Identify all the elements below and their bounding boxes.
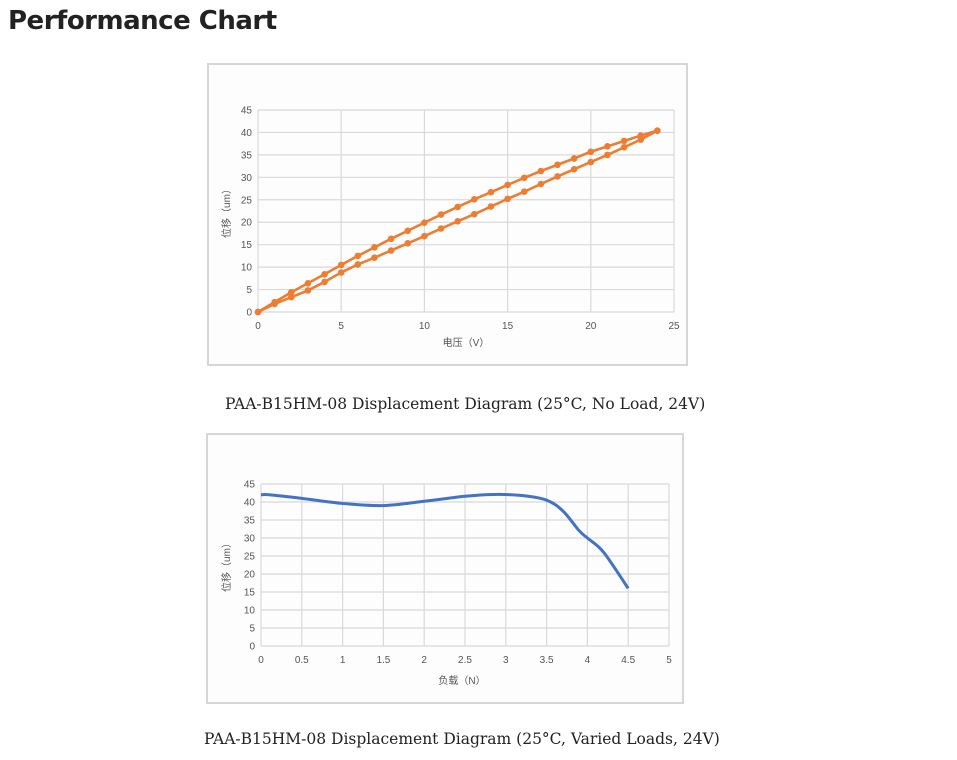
page-title: Performance Chart [8, 6, 277, 36]
data-point [354, 252, 362, 260]
y-tick-label: 25 [244, 552, 256, 563]
x-tick-label: 5 [666, 655, 672, 666]
x-tick-label: 1.5 [376, 655, 390, 666]
x-tick-label: 2.5 [458, 655, 472, 666]
data-point [504, 181, 511, 189]
x-tick-label: 10 [419, 321, 431, 332]
x-tick-label: 15 [502, 321, 514, 332]
y-tick-label: 35 [244, 516, 256, 527]
data-point [620, 143, 628, 151]
data-point [471, 196, 478, 203]
data-point [254, 308, 262, 316]
data-point [471, 210, 478, 218]
y-tick-label: 30 [241, 173, 253, 184]
data-point [570, 165, 578, 173]
data-point [271, 300, 278, 308]
series-line-1 [260, 492, 630, 590]
y-tick-label: 5 [246, 285, 252, 296]
data-point [537, 167, 545, 175]
y-axis-label: 位移（um） [220, 538, 233, 592]
data-point [404, 240, 412, 247]
y-tick-label: 15 [244, 588, 256, 599]
data-point [637, 136, 645, 143]
y-tick-label: 35 [241, 150, 253, 161]
data-point [504, 195, 511, 203]
data-point [321, 270, 328, 278]
data-point [371, 254, 378, 261]
y-tick-label: 30 [244, 534, 256, 545]
x-tick-label: 3 [503, 655, 509, 666]
data-point [520, 188, 528, 195]
data-point [520, 174, 528, 182]
data-point [337, 261, 345, 269]
y-tick-label: 40 [241, 128, 253, 139]
data-point [487, 203, 495, 210]
x-tick-label: 3.5 [540, 655, 554, 666]
chart-1-frame [207, 63, 688, 366]
y-tick-label: 40 [244, 498, 256, 509]
data-point [554, 173, 561, 180]
x-tick-label: 20 [585, 321, 597, 332]
data-point [604, 143, 611, 150]
y-tick-label: 20 [244, 570, 256, 581]
x-tick-label: 4 [585, 655, 591, 666]
y-tick-label: 0 [246, 308, 252, 319]
data-point [304, 279, 312, 287]
x-tick-label: 2 [421, 655, 427, 666]
data-point [587, 158, 595, 166]
x-tick-label: 4.5 [621, 655, 635, 666]
data-point [437, 225, 445, 232]
y-tick-label: 45 [244, 480, 256, 491]
data-point [421, 219, 428, 226]
x-tick-label: 0 [255, 321, 261, 332]
data-point [404, 227, 412, 235]
data-point [387, 235, 395, 243]
x-tick-label: 0 [258, 655, 264, 666]
data-point [620, 137, 628, 145]
data-point [337, 269, 345, 276]
data-point [321, 278, 328, 286]
y-tick-label: 10 [244, 606, 256, 617]
y-tick-label: 10 [241, 263, 253, 274]
y-tick-label: 0 [249, 642, 255, 653]
data-point [287, 293, 295, 301]
y-tick-label: 20 [241, 218, 253, 229]
data-point [554, 161, 561, 169]
y-axis-label: 位移（um） [220, 184, 233, 238]
data-point [287, 288, 295, 296]
data-point [387, 247, 395, 254]
y-tick-label: 15 [241, 240, 253, 251]
y-tick-label: 45 [241, 106, 253, 117]
data-point [587, 148, 595, 156]
data-point [454, 218, 461, 225]
data-point [421, 232, 428, 240]
data-point [487, 188, 495, 196]
chart-2-caption: PAA-B15HM-08 Displacement Diagram (25°C,… [204, 730, 720, 748]
data-point [354, 261, 362, 268]
chart-1-caption: PAA-B15HM-08 Displacement Diagram (25°C,… [225, 395, 706, 413]
x-axis-label: 负载（N） [438, 674, 485, 687]
data-point [454, 203, 461, 211]
data-point [604, 151, 611, 159]
data-point [537, 180, 545, 188]
x-tick-label: 1 [340, 655, 346, 666]
x-tick-label: 0.5 [295, 655, 309, 666]
x-tick-label: 25 [668, 321, 680, 332]
y-tick-label: 25 [241, 195, 253, 206]
data-point [654, 127, 661, 134]
x-axis-label: 电压（V） [443, 336, 490, 349]
y-tick-label: 5 [249, 624, 255, 635]
data-point [371, 244, 378, 251]
chart-2-frame [206, 433, 684, 704]
x-tick-label: 5 [338, 321, 344, 332]
data-point [304, 287, 312, 294]
data-point [437, 211, 445, 218]
data-point [570, 155, 578, 162]
